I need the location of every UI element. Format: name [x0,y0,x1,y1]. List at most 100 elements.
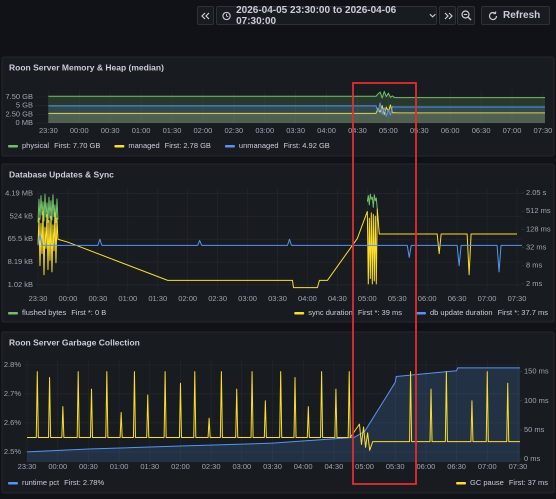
x-tick-label: 23:30 [39,126,58,135]
panel-title: Roon Server Garbage Collection [9,337,140,347]
panel: Roon Server Memory & Heap (median) 0 MB2.… [1,56,555,157]
back-button[interactable] [197,6,214,25]
x-tick-label: 02:30 [208,294,227,303]
x-tick-label: 02:00 [178,294,197,303]
y2-tick-label: 512 ms [526,206,551,215]
x-tick-label: 03:00 [232,462,251,471]
legend-name: db update duration [430,308,493,317]
x-tick-label: 00:30 [88,294,107,303]
y-tick-label: 7.50 GB [5,92,33,101]
plot-area [37,193,522,289]
y-tick-label: 65.5 kB [8,234,33,243]
x-tick-label: 04:00 [298,294,317,303]
panel: Roon Server Garbage Collection 2.5% 2.6% 2.… [1,331,555,494]
x-tick-label: 02:00 [194,126,213,135]
x-tick-label: 00:00 [59,294,78,303]
y2-tick-label: 2.05 s [526,188,547,197]
y-tick-label: 524 kB [10,211,33,220]
refresh-label: Refresh [503,10,541,21]
x-tick-label: 01:30 [163,126,182,135]
legend-stat: First: 2.78% [64,478,104,487]
x-tick-label: 04:00 [317,126,336,135]
x-tick-label: 05:30 [388,294,407,303]
legend-name: runtime pct [22,478,60,487]
y-tick-label: 2.5% [4,447,21,456]
area-fill [48,102,545,123]
legend-name: flushed bytes [22,308,66,317]
series-line [27,371,520,451]
x-tick-label: 05:00 [379,126,398,135]
y-tick-label: 8.19 kB [8,257,33,266]
x-tick-label: 06:30 [472,126,491,135]
time-range: 2026-04-05 23:30:00 to 2026-04-06 07:30:… [236,4,397,27]
area-fill [48,104,545,123]
x-tick-label: 02:30 [202,462,221,471]
area-fill [48,91,545,123]
legend-swatch [416,312,426,315]
x-tick-label: 00:30 [101,126,120,135]
x-tick-label: 06:30 [447,462,466,471]
y-tick-label: 2.7% [4,389,21,398]
legend-stat: First *: 0 B [71,308,106,317]
x-tick-label: 04:30 [328,294,347,303]
legend-swatch [8,482,18,485]
refresh-button[interactable]: Refresh [481,6,550,25]
x-tick-label: 04:00 [294,462,313,471]
y-tick-label: 2.8% [4,360,21,369]
x-tick-label: 07:30 [508,294,527,303]
x-tick-label: 04:30 [348,126,367,135]
y-tick-label: 1.02 kB [8,280,33,289]
legend-name: managed [128,141,159,150]
x-tick-label: 00:00 [48,462,67,471]
legend-swatch [224,145,235,148]
panel-title: Database Updates & Sync [9,169,114,179]
x-tick-label: 07:30 [534,126,553,135]
y2-tick-label: 100 ms [524,396,549,405]
y2-tick-label: 128 ms [526,224,551,233]
series-line [37,233,522,273]
legend-swatch [8,312,18,315]
x-tick-label: 06:00 [417,462,436,471]
x-tick-label: 01:00 [110,462,129,471]
x-tick-label: 01:00 [132,126,151,135]
x-tick-label: 02:00 [171,462,190,471]
forward-button[interactable] [439,6,456,25]
area-fill [27,367,520,462]
legend-swatch [456,482,467,485]
x-tick-label: 06:00 [441,126,460,135]
panel-title: Roon Server Memory & Heap (median) [9,62,164,72]
x-tick-label: 03:00 [255,126,274,135]
x-tick-label: 01:00 [118,294,137,303]
x-tick-label: 03:30 [263,462,282,471]
legend-swatch [294,312,305,315]
series-line [48,104,545,116]
x-tick-label: 03:30 [268,294,287,303]
x-tick-label: 00:30 [79,462,98,471]
y2-tick-label: 2 ms [526,279,543,288]
legend-stat: First: 2.78 GB [165,141,211,150]
x-tick-label: 05:00 [355,462,374,471]
legend-name: GC pause [470,478,504,487]
x-tick-label: 01:30 [140,462,159,471]
y-tick-label: 2.50 GB [5,109,33,118]
x-tick-label: 01:30 [148,294,167,303]
zoom-out-button[interactable] [457,6,475,25]
legend-stat: First *: 39 ms [358,308,402,317]
x-tick-label: 07:30 [509,462,528,471]
x-tick-label: 04:30 [324,462,343,471]
series-line [37,193,378,224]
x-tick-label: 05:30 [410,126,429,135]
x-tick-label: 06:00 [418,294,437,303]
x-tick-label: 07:00 [478,462,497,471]
legend-swatch [114,145,125,148]
x-tick-label: 05:00 [358,294,377,303]
legend-name: sync duration [308,308,353,317]
legend-stat: First *: 37.7 ms [498,308,549,317]
y-tick-label: 0 MB [15,118,33,127]
legend-name: physical [22,141,49,150]
time-range-picker[interactable]: 2026-04-05 23:30:00 to 2026-04-06 07:30:… [216,4,437,27]
y2-tick-label: 32 ms [526,242,547,251]
x-tick-label: 23:30 [29,294,48,303]
